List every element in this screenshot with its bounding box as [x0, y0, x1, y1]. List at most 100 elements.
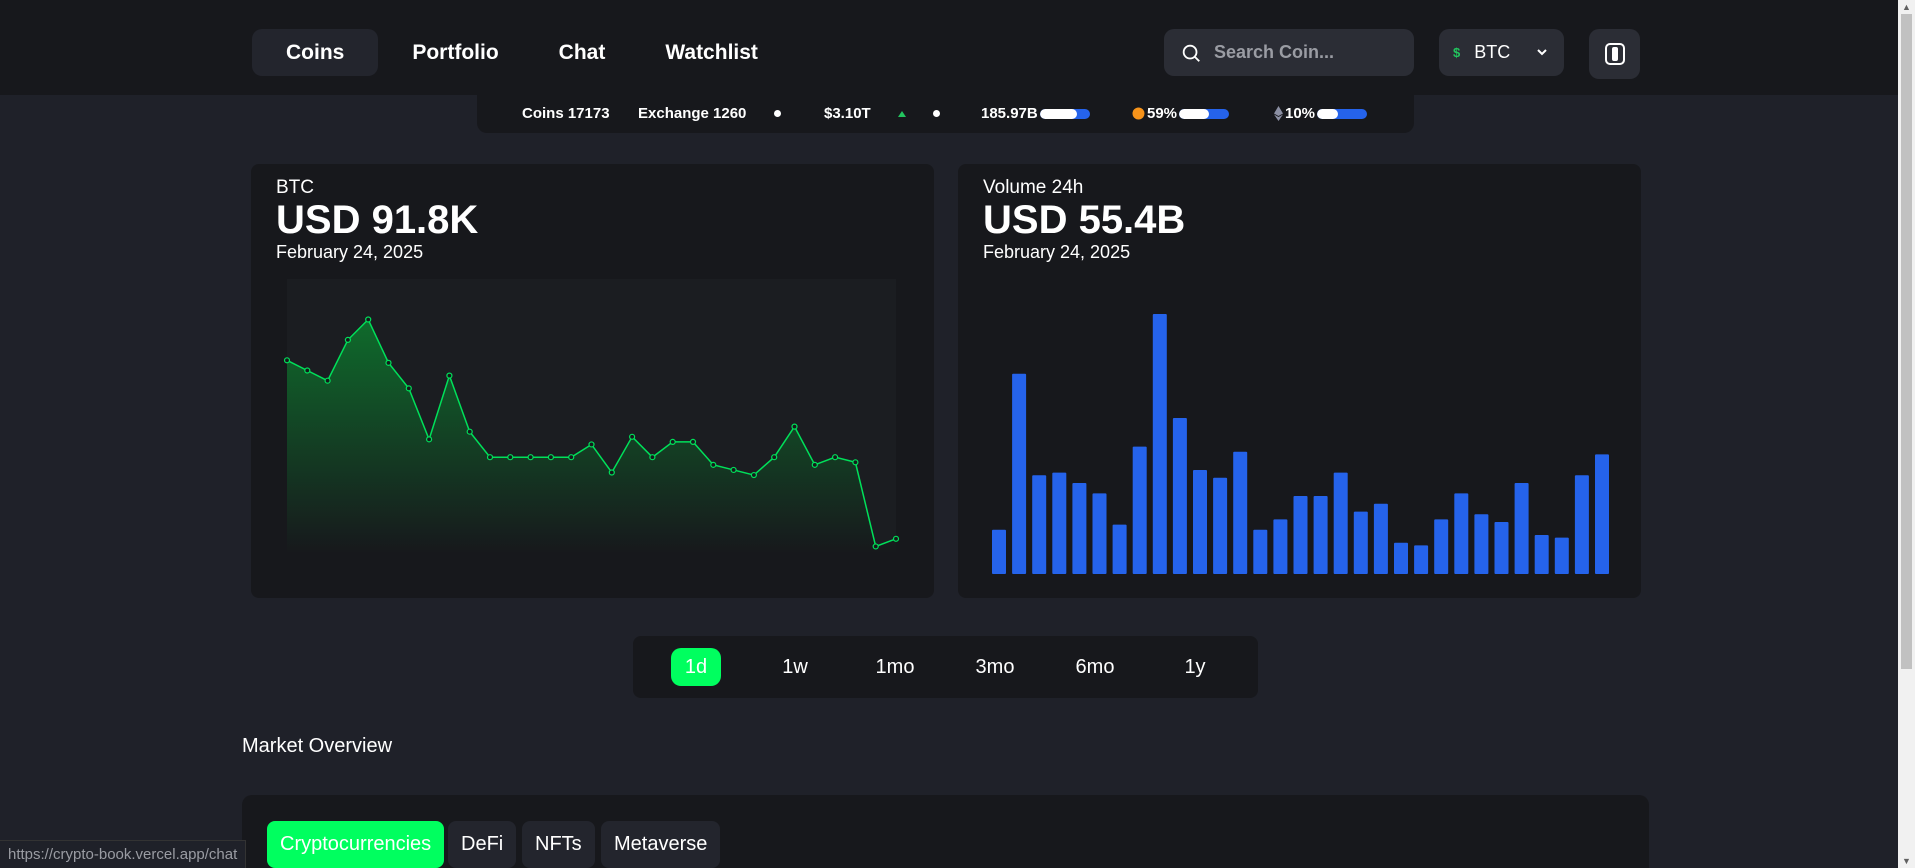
- price-point[interactable]: [426, 436, 433, 443]
- scroll-down-arrow[interactable]: ▼: [1902, 856, 1911, 866]
- price-point[interactable]: [466, 428, 473, 435]
- time-range-selector: 1d 1w 1mo 3mo 6mo 1y: [633, 636, 1258, 698]
- price-point[interactable]: [527, 454, 534, 461]
- price-point[interactable]: [872, 543, 879, 550]
- price-point[interactable]: [344, 336, 352, 343]
- range-3mo[interactable]: 3mo: [975, 656, 1015, 678]
- theme-toggle-button[interactable]: [1589, 29, 1640, 79]
- volume-bar[interactable]: [1273, 519, 1288, 574]
- price-point[interactable]: [730, 466, 737, 474]
- volume-bar[interactable]: [1253, 529, 1268, 574]
- tab-defi[interactable]: DeFi: [448, 821, 517, 868]
- volume-bar[interactable]: [1092, 493, 1107, 574]
- price-point[interactable]: [486, 454, 494, 461]
- separator-dot: [933, 110, 940, 117]
- volume-bar[interactable]: [1152, 314, 1167, 574]
- volume-bar[interactable]: [1554, 537, 1569, 574]
- volume-bar[interactable]: [1012, 373, 1027, 574]
- scrollbar-thumb[interactable]: [1901, 14, 1912, 669]
- volume-bar[interactable]: [1373, 503, 1388, 574]
- price-point[interactable]: [892, 535, 900, 542]
- volume-bar[interactable]: [1112, 524, 1127, 574]
- price-point[interactable]: [608, 469, 615, 476]
- price-area-fill: [287, 319, 896, 554]
- volume-bar[interactable]: [1434, 519, 1449, 574]
- volume-bar[interactable]: [1574, 475, 1589, 574]
- volume-bar[interactable]: [1394, 542, 1408, 574]
- tab-nfts[interactable]: NFTs: [522, 821, 595, 868]
- volume-bar[interactable]: [1132, 446, 1147, 574]
- tab-cryptocurrencies[interactable]: Cryptocurrencies: [267, 821, 445, 868]
- range-1d[interactable]: 1d: [671, 648, 721, 686]
- volume-bar[interactable]: [1193, 470, 1207, 574]
- range-1w[interactable]: 1w: [782, 656, 808, 678]
- volume-bar[interactable]: [1514, 483, 1529, 574]
- price-point[interactable]: [710, 461, 717, 468]
- price-point[interactable]: [507, 454, 514, 461]
- volume-bar[interactable]: [1353, 511, 1368, 574]
- price-point[interactable]: [750, 471, 757, 479]
- volume-bar[interactable]: [1293, 496, 1308, 574]
- price-point[interactable]: [852, 459, 859, 466]
- chevron-down-icon: [1537, 49, 1547, 56]
- volume-bar[interactable]: [1072, 483, 1087, 574]
- price-card-value: USD 91.8K: [276, 198, 479, 242]
- price-point[interactable]: [365, 316, 372, 323]
- price-point[interactable]: [324, 377, 331, 384]
- scroll-up-arrow[interactable]: ▲: [1902, 2, 1911, 12]
- price-point[interactable]: [669, 438, 676, 445]
- volume-total: 185.97B: [981, 105, 1038, 122]
- volume-bar[interactable]: [1213, 477, 1228, 574]
- bitcoin-icon: [1132, 107, 1145, 120]
- price-point[interactable]: [649, 454, 656, 461]
- volume-bar[interactable]: [1474, 514, 1489, 574]
- volume-bar[interactable]: [1494, 522, 1509, 574]
- volume-bar[interactable]: [992, 529, 1006, 574]
- nav-portfolio[interactable]: Portfolio: [412, 41, 499, 64]
- volume-bar[interactable]: [1333, 472, 1348, 574]
- range-1y[interactable]: 1y: [1184, 656, 1206, 678]
- price-point[interactable]: [588, 441, 595, 448]
- price-point[interactable]: [547, 454, 554, 461]
- volume-bar[interactable]: [1233, 451, 1248, 574]
- volume-bar-chart: [992, 314, 1609, 574]
- price-point[interactable]: [811, 461, 818, 468]
- volume-bar[interactable]: [1313, 496, 1328, 574]
- dollar-icon: $: [1453, 45, 1461, 60]
- price-point[interactable]: [385, 359, 392, 366]
- eth-dominance: 10%: [1285, 105, 1316, 122]
- search-box[interactable]: [1164, 29, 1414, 76]
- price-point[interactable]: [771, 454, 778, 461]
- range-6mo[interactable]: 6mo: [1075, 656, 1115, 678]
- price-point[interactable]: [689, 438, 697, 445]
- price-point[interactable]: [568, 454, 575, 461]
- coins-count: Coins 17173: [522, 105, 610, 122]
- nav-chat[interactable]: Chat: [558, 41, 606, 64]
- tab-metaverse[interactable]: Metaverse: [601, 821, 721, 868]
- exchange-count: Exchange 1260: [638, 105, 747, 122]
- price-point[interactable]: [791, 423, 798, 430]
- nav-watchlist[interactable]: Watchlist: [665, 41, 758, 64]
- price-point[interactable]: [405, 385, 412, 392]
- volume-card-value: USD 55.4B: [983, 198, 1186, 242]
- price-card-date: February 24, 2025: [276, 242, 424, 262]
- currency-select[interactable]: $ BTC: [1439, 29, 1564, 76]
- nav-coins[interactable]: Coins: [252, 29, 379, 76]
- volume-bar[interactable]: [1595, 454, 1609, 574]
- price-point[interactable]: [629, 433, 636, 440]
- price-card-label: BTC: [276, 177, 314, 198]
- price-point[interactable]: [304, 367, 311, 374]
- search-input[interactable]: [1214, 42, 1404, 63]
- price-point[interactable]: [831, 454, 839, 461]
- price-point[interactable]: [283, 357, 291, 364]
- range-1mo[interactable]: 1mo: [875, 656, 915, 678]
- volume-bar[interactable]: [1454, 493, 1469, 574]
- volume-bar[interactable]: [1172, 418, 1187, 574]
- volume-bar[interactable]: [1032, 475, 1047, 574]
- price-point[interactable]: [446, 372, 453, 379]
- volume-bar[interactable]: [1052, 472, 1067, 574]
- btc-dominance: 59%: [1147, 105, 1178, 122]
- volume-bar[interactable]: [1414, 545, 1429, 574]
- volume-bar[interactable]: [1534, 535, 1549, 574]
- theme-toggle-icon: [1604, 43, 1625, 65]
